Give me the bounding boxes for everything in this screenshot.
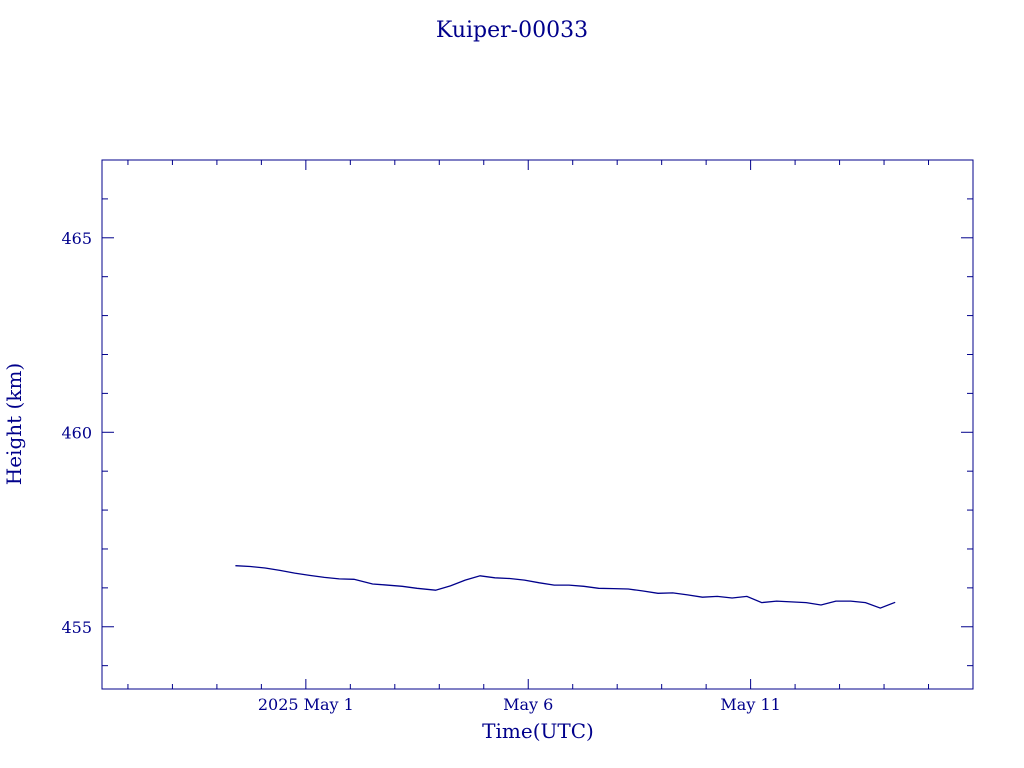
plot-frame [101, 159, 974, 690]
axis-ticks [102, 159, 974, 689]
y-tick-label: 460 [61, 423, 92, 442]
y-tick-label: 455 [61, 618, 92, 637]
series-layer [235, 565, 896, 609]
chart-title: Kuiper-00033 [436, 18, 588, 43]
x-tick-label: May 6 [503, 695, 553, 714]
y-axis-label: Height (km) [2, 363, 26, 485]
x-tick-label: 2025 May 1 [258, 695, 354, 714]
tick-labels: 2025 May 1 May 6 May 11 455 460 465 [61, 229, 780, 714]
y-tick-label: 465 [61, 229, 92, 248]
x-axis-label: Time(UTC) [482, 719, 594, 743]
x-tick-label: May 11 [720, 695, 780, 714]
series-line-0 [235, 565, 896, 609]
